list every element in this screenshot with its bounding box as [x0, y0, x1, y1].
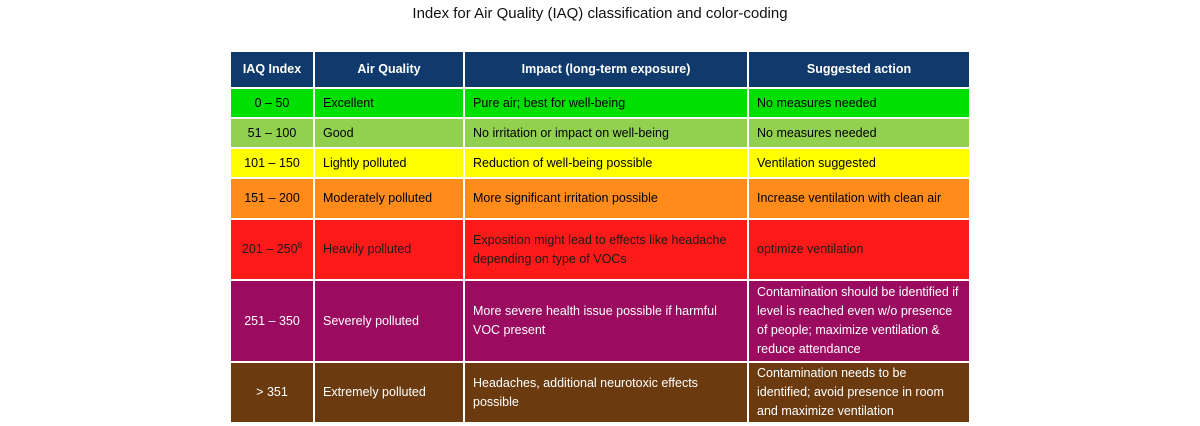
- table-row: 101 – 150 Lightly polluted Reduction of …: [229, 147, 971, 179]
- table-row: 51 – 100 Good No irritation or impact on…: [229, 117, 971, 149]
- header-impact: Impact (long-term exposure): [463, 50, 749, 89]
- header-iaq-index: IAQ Index: [229, 50, 315, 89]
- impact-cell: Pure air; best for well-being: [463, 87, 749, 119]
- suggested-action-cell: No measures needed: [747, 117, 971, 149]
- iaq-index-cell: 0 – 50: [229, 87, 315, 119]
- iaq-index-cell: 51 – 100: [229, 117, 315, 149]
- air-quality-cell: Lightly polluted: [313, 147, 465, 179]
- impact-cell: More significant irritation possible: [463, 177, 749, 220]
- table-row: 201 – 2508 Heavily polluted Exposition m…: [229, 218, 971, 281]
- suggested-action-cell: No measures needed: [747, 87, 971, 119]
- table-row: 0 – 50 Excellent Pure air; best for well…: [229, 87, 971, 119]
- header-row: IAQ Index Air Quality Impact (long-term …: [229, 50, 971, 89]
- suggested-action-cell: Ventilation suggested: [747, 147, 971, 179]
- air-quality-cell: Excellent: [313, 87, 465, 119]
- header-suggested-action: Suggested action: [747, 50, 971, 89]
- iaq-index-cell: 151 – 200: [229, 177, 315, 220]
- iaq-table: IAQ Index Air Quality Impact (long-term …: [229, 50, 971, 424]
- suggested-action-cell: optimize ventilation: [747, 218, 971, 281]
- iaq-index-cell: 201 – 2508: [229, 218, 315, 281]
- iaq-index-cell: 251 – 350: [229, 279, 315, 363]
- air-quality-cell: Severely polluted: [313, 279, 465, 363]
- header-air-quality: Air Quality: [313, 50, 465, 89]
- suggested-action-cell: Contamination should be identified if le…: [747, 279, 971, 363]
- iaq-index-cell: > 351: [229, 361, 315, 424]
- table-row: 151 – 200 Moderately polluted More signi…: [229, 177, 971, 220]
- impact-cell: Headaches, additional neurotoxic effects…: [463, 361, 749, 424]
- air-quality-cell: Good: [313, 117, 465, 149]
- impact-cell: Exposition might lead to effects like he…: [463, 218, 749, 281]
- air-quality-cell: Heavily polluted: [313, 218, 465, 281]
- impact-cell: More severe health issue possible if har…: [463, 279, 749, 363]
- table-row: 251 – 350 Severely polluted More severe …: [229, 279, 971, 363]
- table-row: > 351 Extremely polluted Headaches, addi…: [229, 361, 971, 424]
- suggested-action-cell: Increase ventilation with clean air: [747, 177, 971, 220]
- impact-cell: No irritation or impact on well-being: [463, 117, 749, 149]
- iaq-index-value: 201 – 250: [241, 242, 298, 256]
- suggested-action-cell: Contamination needs to be identified; av…: [747, 361, 971, 424]
- impact-cell: Reduction of well-being possible: [463, 147, 749, 179]
- iaq-index-cell: 101 – 150: [229, 147, 315, 179]
- page-title: Index for Air Quality (IAQ) classificati…: [412, 5, 788, 22]
- air-quality-cell: Extremely polluted: [313, 361, 465, 424]
- footnote-marker: 8: [297, 240, 303, 250]
- air-quality-cell: Moderately polluted: [313, 177, 465, 220]
